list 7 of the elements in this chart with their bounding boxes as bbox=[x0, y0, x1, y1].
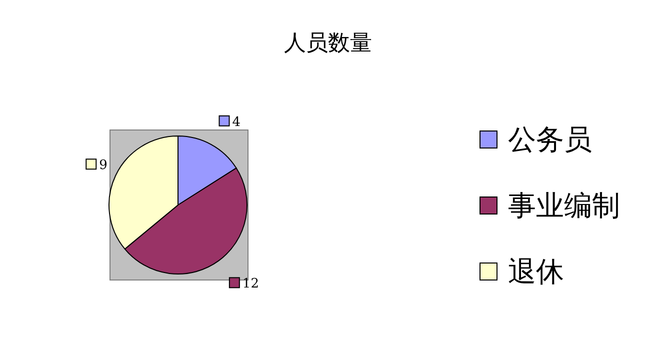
data-label: 4 bbox=[232, 114, 241, 130]
legend-label: 事业编制 bbox=[508, 189, 620, 222]
chart-title: 人员数量 bbox=[284, 31, 372, 56]
legend-label: 公务员 bbox=[508, 123, 592, 156]
legend-label: 退休 bbox=[508, 255, 564, 288]
data-label: 12 bbox=[242, 276, 259, 292]
data-label: 9 bbox=[99, 158, 108, 174]
